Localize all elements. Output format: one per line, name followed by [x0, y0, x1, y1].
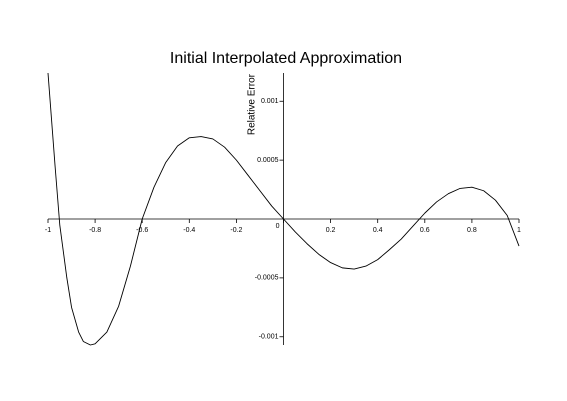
x-tick-label: 0.8 — [467, 227, 477, 234]
x-tick-label: 0.4 — [373, 227, 383, 234]
x-tick-label: 1 — [517, 227, 521, 234]
line-series — [47, 72, 520, 346]
x-tick-label: -1 — [45, 227, 51, 234]
x-tick-label: 0.2 — [326, 227, 336, 234]
y-tick-label: 0.001 — [261, 98, 279, 105]
y-tick-label: 0.0005 — [257, 157, 279, 164]
x-tick-label: 0 — [276, 223, 280, 230]
x-tick-label: -0.2 — [230, 227, 242, 234]
x-tick-label: -0.8 — [89, 227, 101, 234]
x-tick-label: 0.6 — [420, 227, 430, 234]
chart-title: Initial Interpolated Approximation — [170, 50, 402, 67]
y-tick-label: -0.0005 — [255, 275, 279, 282]
x-tick-label: -0.6 — [136, 227, 148, 234]
x-tick-label: -0.4 — [183, 227, 195, 234]
y-tick-label: -0.001 — [259, 334, 279, 341]
y-axis-label: Relative Error — [247, 73, 258, 135]
